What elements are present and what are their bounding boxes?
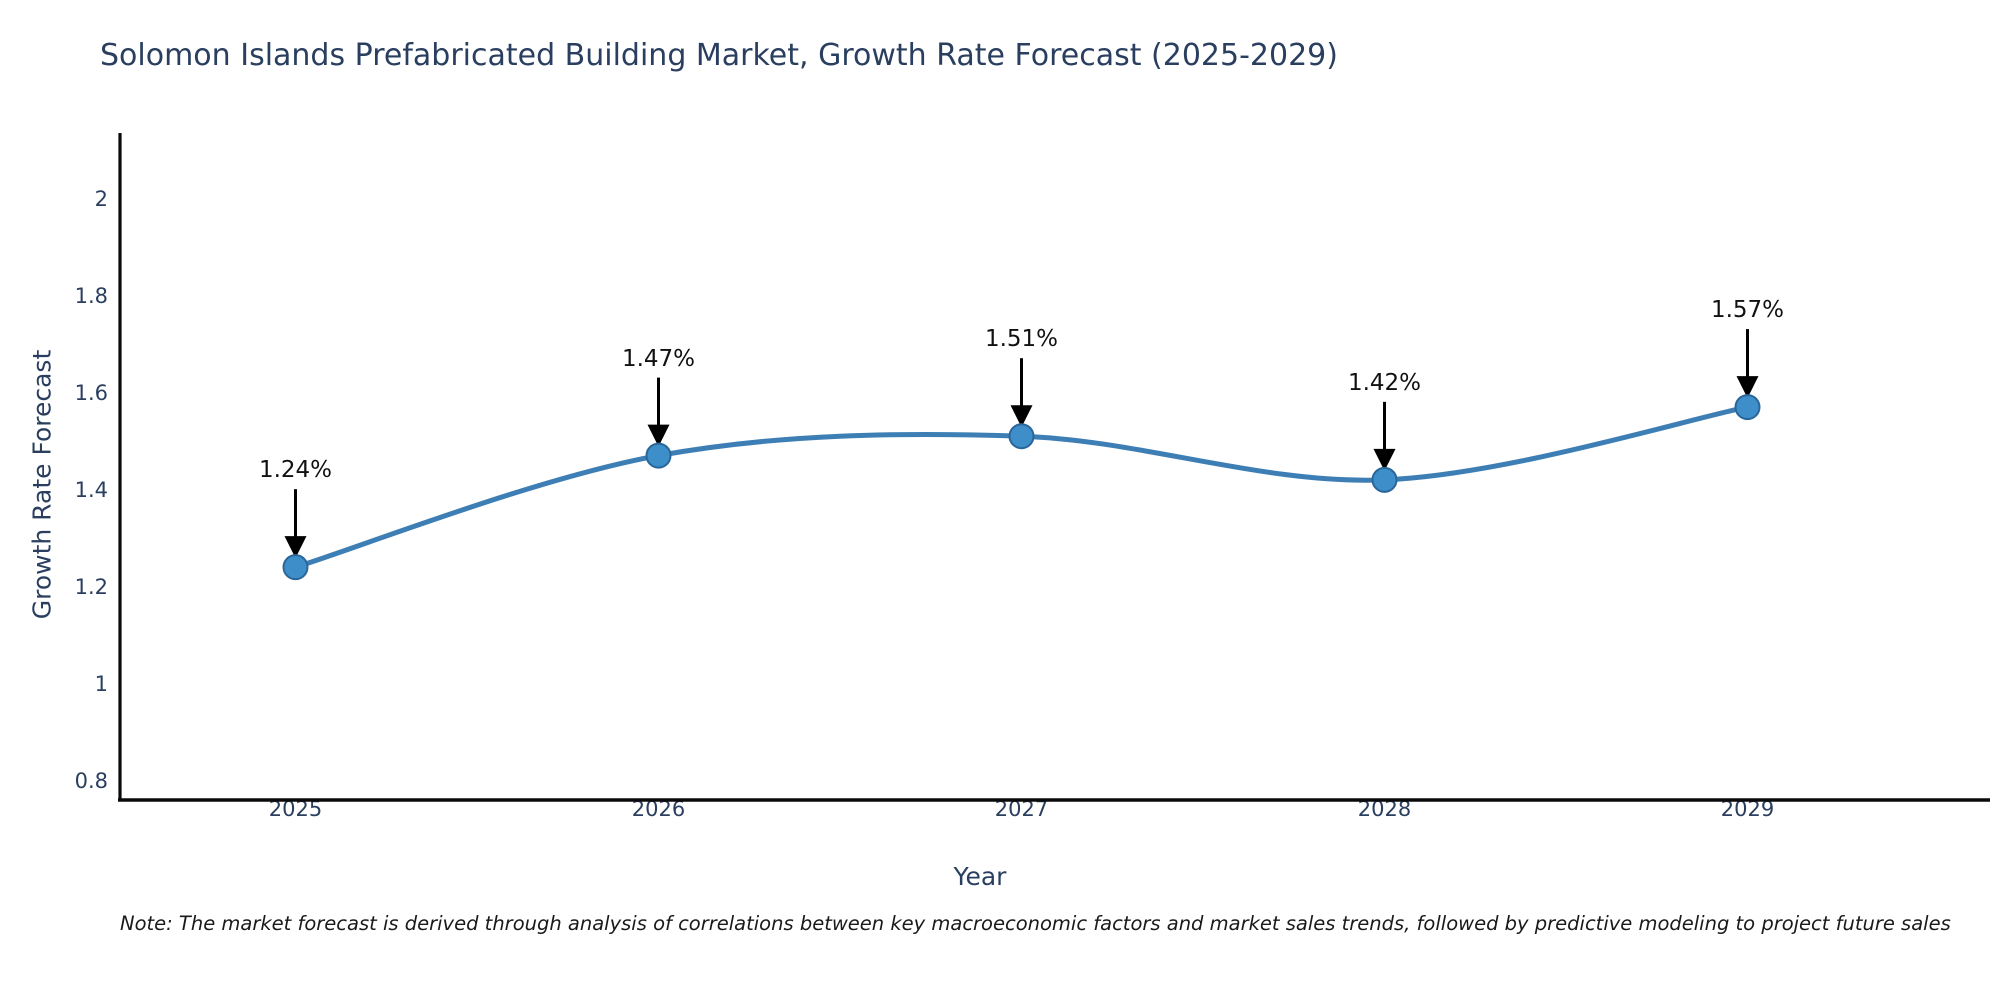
annotation-arrows [284,329,1759,559]
annotation-arrow-head-icon [1736,376,1759,399]
data-point-marker[interactable] [1734,394,1761,421]
annotation-arrow-head-icon [1373,448,1396,471]
y-axis-tick-label: 1.6 [74,380,108,405]
data-point-value-label: 1.51% [984,326,1059,353]
data-point-marker[interactable] [282,554,309,581]
chart-note: Note: The market forecast is derived thr… [120,912,1951,935]
data-point-value-label: 1.47% [621,345,696,372]
annotation-arrow-head-icon [647,424,670,447]
axis-lines [118,133,1990,802]
y-axis-tick-label: 1.4 [74,477,108,502]
data-point-marker[interactable] [645,442,672,469]
data-point-marker[interactable] [1371,466,1398,493]
data-point-marker[interactable] [1008,423,1035,450]
y-axis-tick-label: 2 [94,186,108,211]
y-axis-ticks: 2 1.8 1.6 1.4 1.2 1 0.8 [0,0,108,1000]
data-point-value-label: 1.42% [1347,369,1422,396]
y-axis-tick-label: 0.8 [74,768,108,793]
y-axis-tick-label: 1 [94,671,108,696]
data-point-value-label: 1.24% [258,457,333,484]
x-axis-title: Year [953,862,1007,891]
data-point-value-label: 1.57% [1710,297,1785,324]
data-point-markers [282,394,1761,581]
y-axis-tick-label: 1.8 [74,283,108,308]
annotation-arrow-head-icon [1010,405,1033,428]
chart-title: Solomon Islands Prefabricated Building M… [100,38,1338,73]
y-axis-tick-label: 1.2 [74,574,108,599]
annotation-arrow-head-icon [284,536,307,559]
